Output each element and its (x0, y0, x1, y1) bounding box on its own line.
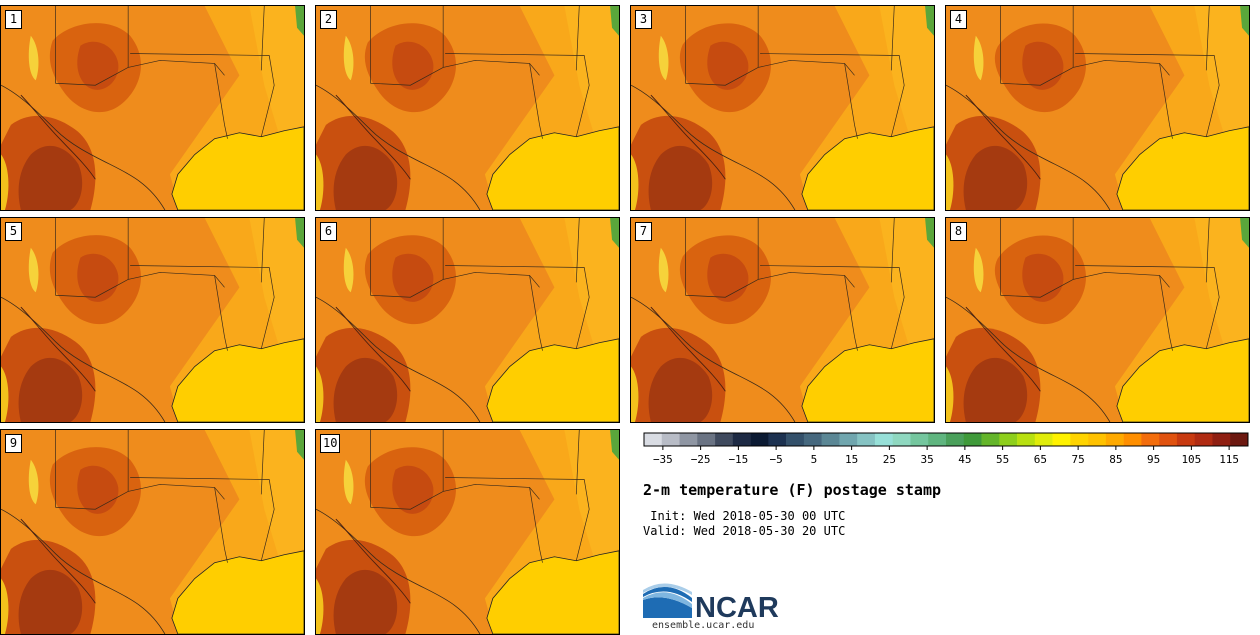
logo-wordmark: NCAR (695, 592, 779, 620)
init-time: Init: Wed 2018-05-30 00 UTC (643, 509, 846, 523)
map-panel-4: 4 (945, 5, 1250, 211)
colorbar-swatch (892, 433, 911, 446)
panel-label: 5 (5, 222, 22, 241)
map-panel-5: 5 (0, 217, 305, 423)
panel-label: 1 (5, 10, 22, 29)
colorbar-swatch (1159, 433, 1178, 446)
colorbar-tick-label: 115 (1219, 453, 1239, 466)
temperature-field (316, 6, 619, 210)
colorbar-swatch (1141, 433, 1160, 446)
colorbar-swatch (1088, 433, 1107, 446)
colorbar-swatch (1176, 433, 1196, 446)
panel-label: 4 (950, 10, 967, 29)
colorbar-swatch (786, 433, 805, 446)
valid-time: Valid: Wed 2018-05-30 20 UTC (643, 524, 846, 538)
temperature-field (946, 218, 1249, 422)
colorbar-tick-label: 55 (996, 453, 1009, 466)
colorbar-swatch (874, 433, 894, 446)
map-panel-2: 2 (315, 5, 620, 211)
chart-title: 2-m temperature (F) postage stamp (643, 481, 942, 499)
colorbar-swatch (821, 433, 840, 446)
colorbar-swatch (1194, 433, 1213, 446)
colorbar-swatch (1212, 433, 1231, 446)
panel-label: 2 (320, 10, 337, 29)
panel-label: 8 (950, 222, 967, 241)
colorbar-swatch (768, 433, 787, 446)
colorbar-tick-label: 15 (845, 453, 858, 466)
colorbar-tick-label: 5 (811, 453, 818, 466)
colorbar-swatch (963, 433, 982, 446)
temperature-field (1, 6, 304, 210)
ncar-logo: NCAR (643, 580, 779, 620)
colorbar-tick-label: 85 (1109, 453, 1122, 466)
temperature-field (316, 218, 619, 422)
colorbar-swatch (910, 433, 929, 446)
colorbar-swatch (750, 433, 769, 446)
temperature-field (1, 218, 304, 422)
temperature-field (631, 6, 934, 210)
colorbar-swatch (981, 433, 1000, 446)
panel-label: 9 (5, 434, 22, 453)
colorbar-swatch (1034, 433, 1053, 446)
colorbar-swatch (715, 433, 734, 446)
map-panel-10: 10 (315, 429, 620, 635)
temperature-field (1, 430, 304, 634)
colorbar-tick-label: −5 (770, 453, 783, 466)
colorbar-swatch (732, 433, 751, 446)
temperature-field (631, 218, 934, 422)
map-panel-6: 6 (315, 217, 620, 423)
colorbar-tick-label: 35 (921, 453, 934, 466)
colorbar: −35 −25 −15 −5 5 15 25 35 45 55 65 75 85 95 105 115 (643, 432, 1249, 466)
colorbar-swatch (928, 433, 947, 446)
colorbar-tick-label: 65 (1034, 453, 1047, 466)
colorbar-tick-label: 95 (1147, 453, 1160, 466)
map-panel-3: 3 (630, 5, 935, 211)
colorbar-tick-label: 45 (958, 453, 971, 466)
logo-url: ensemble.ucar.edu (652, 620, 755, 631)
colorbar-swatch (803, 433, 822, 446)
colorbar-swatch (679, 433, 698, 446)
colorbar-swatch (999, 433, 1018, 446)
panel-label: 6 (320, 222, 337, 241)
colorbar-swatch (1230, 433, 1249, 446)
colorbar-swatch (1052, 433, 1071, 446)
colorbar-swatch (1017, 433, 1036, 446)
colorbar-swatch (697, 433, 716, 446)
colorbar-swatch (1105, 433, 1124, 446)
colorbar-swatch (1070, 433, 1089, 446)
colorbar-swatch (857, 433, 876, 446)
colorbar-tick-label: 105 (1181, 453, 1201, 466)
colorbar-tick-label: −25 (691, 453, 711, 466)
map-panel-7: 7 (630, 217, 935, 423)
colorbar-tick-label: 25 (883, 453, 896, 466)
colorbar-swatch (644, 433, 663, 446)
map-panel-8: 8 (945, 217, 1250, 423)
map-panel-1: 1 (0, 5, 305, 211)
colorbar-swatch (661, 433, 680, 446)
panel-label: 10 (320, 434, 341, 453)
colorbar-swatch (1123, 433, 1142, 446)
temperature-field (946, 6, 1249, 210)
colorbar-swatch (839, 433, 858, 446)
colorbar-tick-label: −15 (728, 453, 748, 466)
colorbar-tick-label: 75 (1072, 453, 1085, 466)
temperature-field (316, 430, 619, 634)
colorbar-swatch (946, 433, 965, 446)
panel-label: 7 (635, 222, 652, 241)
map-panel-9: 9 (0, 429, 305, 635)
panel-label: 3 (635, 10, 652, 29)
colorbar-tick-label: −35 (653, 453, 673, 466)
